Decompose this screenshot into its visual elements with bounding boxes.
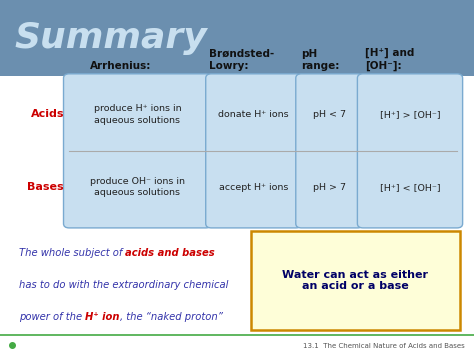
Text: [H⁺] < [OH⁻]: [H⁺] < [OH⁻]: [380, 183, 440, 192]
Text: pH < 7: pH < 7: [313, 110, 346, 119]
Text: produce OH⁻ ions in
aqueous solutions: produce OH⁻ ions in aqueous solutions: [90, 177, 185, 197]
Text: Bases: Bases: [27, 182, 64, 192]
FancyBboxPatch shape: [206, 74, 301, 228]
Text: donate H⁺ ions: donate H⁺ ions: [219, 110, 289, 119]
Bar: [0, 0, 474, 76]
Text: pH
range:: pH range:: [301, 49, 339, 71]
Text: power of the: power of the: [19, 312, 85, 322]
Text: acids and bases: acids and bases: [126, 248, 215, 258]
Text: Acids: Acids: [30, 109, 64, 120]
Text: 13.1  The Chemical Nature of Acids and Bases: 13.1 The Chemical Nature of Acids and Ba…: [303, 343, 465, 349]
Text: pH > 7: pH > 7: [313, 183, 346, 192]
Text: accept H⁺ ions: accept H⁺ ions: [219, 183, 288, 192]
FancyBboxPatch shape: [296, 74, 363, 228]
Text: [H⁺] and
[OH⁻]:: [H⁺] and [OH⁻]:: [365, 48, 414, 71]
Text: [H⁺] > [OH⁻]: [H⁺] > [OH⁻]: [380, 110, 440, 119]
Text: Arrhenius:: Arrhenius:: [90, 61, 151, 71]
Text: produce H⁺ ions in
aqueous solutions: produce H⁺ ions in aqueous solutions: [94, 104, 181, 125]
Text: Water can act as either
an acid or a base: Water can act as either an acid or a bas…: [283, 270, 428, 291]
FancyBboxPatch shape: [251, 231, 460, 330]
Text: H⁺ ion: H⁺ ion: [85, 312, 120, 322]
FancyBboxPatch shape: [357, 74, 463, 228]
Text: has to do with the extraordinary chemical: has to do with the extraordinary chemica…: [19, 280, 228, 290]
FancyBboxPatch shape: [64, 74, 211, 228]
Text: Summary: Summary: [14, 21, 207, 55]
Text: The whole subject of: The whole subject of: [19, 248, 126, 258]
Text: Brøndsted-
Lowry:: Brøndsted- Lowry:: [209, 49, 274, 71]
Text: , the “naked proton”: , the “naked proton”: [120, 312, 223, 322]
